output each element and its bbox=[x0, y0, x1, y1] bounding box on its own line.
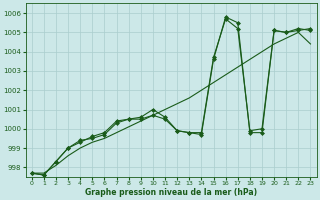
X-axis label: Graphe pression niveau de la mer (hPa): Graphe pression niveau de la mer (hPa) bbox=[85, 188, 257, 197]
